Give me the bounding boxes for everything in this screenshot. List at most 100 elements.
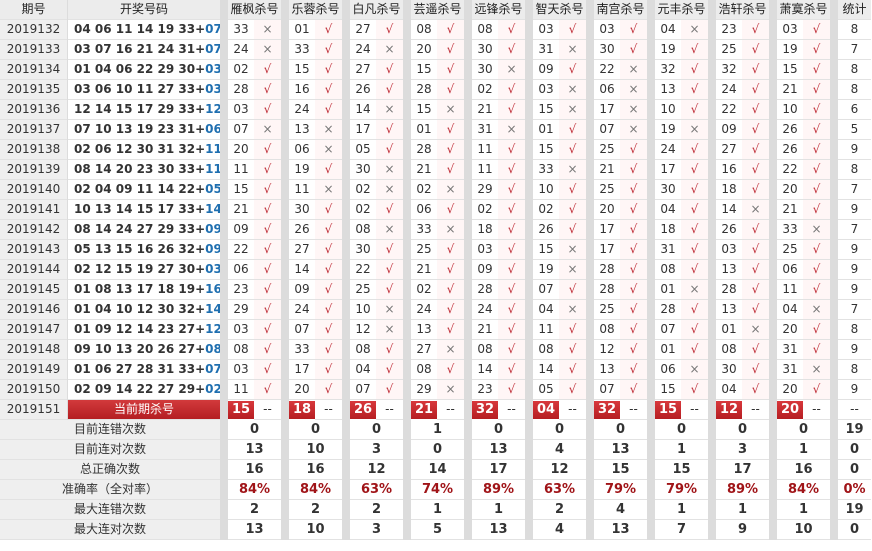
column-divider xyxy=(464,80,472,100)
column-divider xyxy=(525,480,533,500)
column-divider xyxy=(220,260,228,280)
column-divider xyxy=(830,240,838,260)
check-icon: √ xyxy=(742,160,769,180)
kill-number: 15 xyxy=(411,60,437,80)
column-divider xyxy=(342,380,350,400)
column-divider xyxy=(830,40,838,60)
check-icon: √ xyxy=(681,380,708,400)
plus-sign: + xyxy=(195,282,206,296)
column-divider xyxy=(281,300,289,320)
column-divider xyxy=(281,280,289,300)
check-icon: √ xyxy=(742,180,769,200)
column-divider xyxy=(525,260,533,280)
red-balls: 10 13 14 15 17 33 xyxy=(74,202,196,216)
summary-value: 19 xyxy=(838,420,871,440)
red-balls: 08 14 20 23 30 33 xyxy=(74,162,196,176)
kill-number: 03 xyxy=(533,80,559,100)
column-divider xyxy=(281,120,289,140)
column-divider xyxy=(67,100,68,120)
column-divider xyxy=(830,520,838,540)
column-divider xyxy=(769,480,777,500)
kill-number: 02 xyxy=(472,80,498,100)
draw-numbers: 10 13 14 15 17 33+14 xyxy=(68,200,220,220)
column-divider xyxy=(586,400,594,420)
placeholder-dash: -- xyxy=(376,400,403,420)
header-predictor: 白凡杀号 xyxy=(350,0,403,20)
column-divider xyxy=(647,220,655,240)
issue-number: 2019145 xyxy=(0,280,67,300)
blue-ball: 09 xyxy=(205,222,220,236)
check-icon: √ xyxy=(620,40,647,60)
summary-row: 目前连错次数 0 0 0 1 0 0 0 0 0 0 19 xyxy=(0,420,872,440)
summary-value: 2 xyxy=(350,500,403,520)
column-divider xyxy=(830,220,838,240)
kill-number: 25 xyxy=(411,240,437,260)
kill-number: 22 xyxy=(594,60,620,80)
check-icon: √ xyxy=(803,120,830,140)
kill-number: 06 xyxy=(594,80,620,100)
column-divider xyxy=(708,60,716,80)
column-divider xyxy=(525,240,533,260)
check-icon: √ xyxy=(559,120,586,140)
column-divider xyxy=(281,380,289,400)
column-divider xyxy=(586,500,594,520)
check-icon: √ xyxy=(376,340,403,360)
kill-number: 13 xyxy=(411,320,437,340)
kill-number: 26 xyxy=(289,220,315,240)
current-kill-number: 32 xyxy=(594,401,620,419)
column-divider xyxy=(769,80,777,100)
kill-number: 17 xyxy=(594,100,620,120)
cross-icon: × xyxy=(559,40,586,60)
summary-value: 0% xyxy=(838,480,871,500)
summary-value: 79% xyxy=(655,480,708,500)
header-predictor: 乐蓉杀号 xyxy=(289,0,342,20)
placeholder-dash: -- xyxy=(681,400,708,420)
column-divider xyxy=(342,60,350,80)
check-icon: √ xyxy=(620,340,647,360)
check-icon: √ xyxy=(376,260,403,280)
column-divider xyxy=(281,140,289,160)
check-icon: √ xyxy=(803,20,830,40)
column-divider xyxy=(281,260,289,280)
column-divider xyxy=(281,240,289,260)
summary-value: 16 xyxy=(289,460,342,480)
kill-number: 14 xyxy=(289,260,315,280)
cross-icon: × xyxy=(803,220,830,240)
kill-number: 21 xyxy=(411,260,437,280)
column-divider xyxy=(220,240,228,260)
column-divider xyxy=(67,120,68,140)
summary-value: 5 xyxy=(411,520,464,540)
kill-number: 15 xyxy=(655,380,681,400)
check-icon: √ xyxy=(742,360,769,380)
kill-number: 11 xyxy=(472,140,498,160)
column-divider xyxy=(647,40,655,60)
column-divider xyxy=(769,240,777,260)
kill-number: 14 xyxy=(716,200,742,220)
column-divider xyxy=(647,420,655,440)
column-divider xyxy=(647,140,655,160)
column-divider xyxy=(647,180,655,200)
plus-sign: + xyxy=(195,42,206,56)
draw-numbers: 08 14 24 27 29 33+09 xyxy=(68,220,220,240)
summary-value: 17 xyxy=(716,460,769,480)
column-divider xyxy=(220,380,228,400)
column-divider xyxy=(830,360,838,380)
check-icon: √ xyxy=(559,140,586,160)
draw-numbers: 05 13 15 16 26 32+09 xyxy=(68,240,220,260)
kill-number: 29 xyxy=(228,300,254,320)
column-divider xyxy=(281,160,289,180)
issue-number: 2019132 xyxy=(0,20,67,40)
placeholder-dash: -- xyxy=(498,400,525,420)
column-divider xyxy=(525,160,533,180)
check-icon: √ xyxy=(742,240,769,260)
check-icon: √ xyxy=(559,280,586,300)
column-divider xyxy=(342,120,350,140)
column-divider xyxy=(342,220,350,240)
column-divider xyxy=(281,500,289,520)
kill-number: 06 xyxy=(411,200,437,220)
kill-number: 02 xyxy=(411,280,437,300)
plus-sign: + xyxy=(195,22,206,36)
check-icon: √ xyxy=(620,200,647,220)
cross-icon: × xyxy=(254,20,281,40)
